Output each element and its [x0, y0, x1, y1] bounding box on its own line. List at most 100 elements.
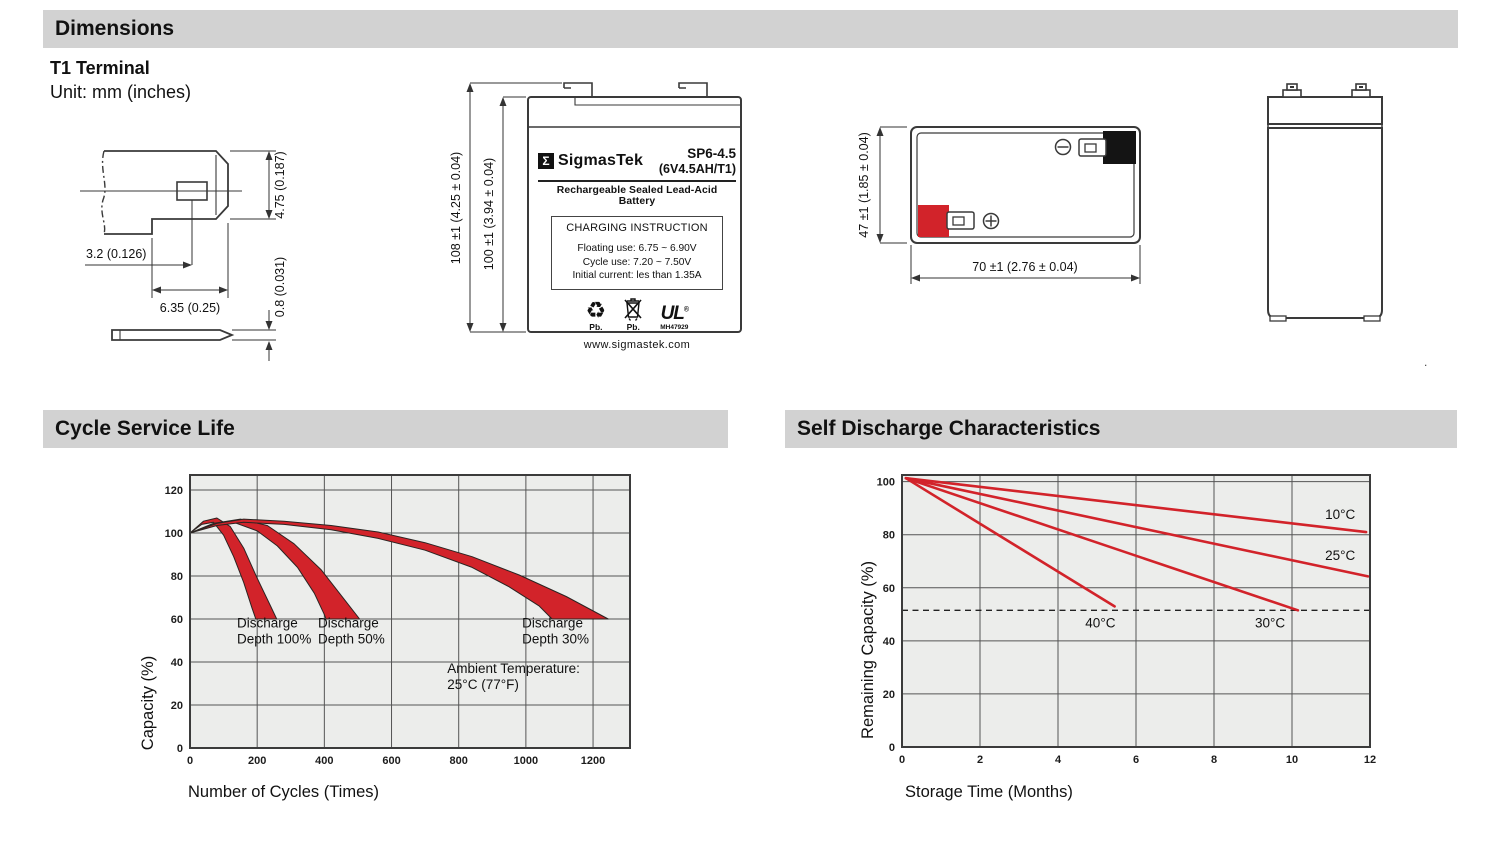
dim-blade-thickness: 0.8 (0.031)	[273, 257, 287, 317]
svg-text:0: 0	[889, 742, 895, 754]
x-axis-title: Storage Time (Months)	[905, 783, 1073, 801]
section-title-dimensions: Dimensions	[55, 17, 175, 40]
y-axis-title: Remaining Capacity (%)	[860, 561, 877, 739]
svg-text:400: 400	[315, 755, 333, 767]
section-header-dimensions: Dimensions	[43, 10, 1458, 48]
series-label: 10°C	[1325, 507, 1355, 522]
annotation: Discharge Depth 100%	[237, 616, 311, 647]
website-url: www.sigmastek.com	[583, 339, 691, 352]
charging-instruction-box: CHARGING INSTRUCTION Floating use: 6.75 …	[551, 215, 723, 291]
svg-text:2: 2	[977, 754, 983, 766]
ul-file-number: MH47929	[660, 323, 689, 331]
dim-case-height: 100 ±1 (3.94 ± 0.04)	[482, 158, 496, 270]
y-axis-title: Capacity (%)	[140, 656, 157, 750]
svg-text:800: 800	[450, 755, 468, 767]
brand-row: Σ SigmasTek SP6-4.5 (6V4.5AH/T1)	[538, 146, 736, 176]
charging-title: CHARGING INSTRUCTION	[566, 221, 708, 234]
side-terminal-right	[1351, 83, 1371, 98]
recycle-icon: ♻	[585, 296, 607, 323]
minus-symbol-icon	[1054, 138, 1072, 156]
svg-text:0: 0	[899, 754, 905, 766]
section-title-cycle-life: Cycle Service Life	[55, 417, 235, 440]
dim-hole-offset: 3.2 (0.126)	[86, 247, 146, 261]
model-number: SP6-4.5	[687, 146, 736, 161]
crossed-bin-icon	[624, 297, 642, 321]
side-view-case	[1267, 83, 1383, 322]
charging-line-current: Initial current: les than 1.35A	[572, 270, 702, 282]
svg-text:20: 20	[883, 689, 895, 701]
annotation: Ambient Temperature: 25°C (77°F)	[447, 661, 580, 692]
battery-type-line: Rechargeable Sealed Lead-Acid Battery	[556, 184, 718, 207]
dim-depth: 47 ±1 (1.85 ± 0.04)	[857, 132, 871, 237]
front-terminal-left	[563, 82, 593, 97]
series-label: 40°C	[1085, 616, 1115, 631]
side-foot-right	[1363, 315, 1381, 322]
battery-side-view	[1267, 83, 1383, 322]
brand-name: SigmasTek	[558, 152, 644, 169]
negative-terminal	[1054, 131, 1136, 164]
annotation: Discharge Depth 50%	[318, 616, 385, 647]
side-foot-left	[1269, 315, 1287, 322]
charging-line-floating: Floating use: 6.75 ~ 6.90V	[577, 242, 697, 254]
svg-text:20: 20	[171, 700, 183, 712]
ul-mark-icon: UL® MH47929	[660, 302, 689, 331]
svg-text:1000: 1000	[514, 755, 538, 767]
band	[189, 518, 609, 620]
top-view-dimension-lines	[876, 126, 1141, 284]
battery-label: Σ SigmasTek SP6-4.5 (6V4.5AH/T1) Recharg…	[538, 146, 736, 351]
discharge-depth-bands	[189, 517, 609, 620]
series-label: 30°C	[1255, 616, 1285, 631]
gridlines	[190, 475, 630, 748]
sigma-glyph: Σ	[542, 154, 550, 168]
svg-text:60: 60	[171, 614, 183, 626]
terminal-type-heading: T1 Terminal	[50, 58, 150, 78]
svg-text:100: 100	[877, 477, 895, 489]
series-line	[904, 476, 1368, 534]
positive-terminal	[918, 205, 1000, 237]
svg-text:8: 8	[1211, 754, 1217, 766]
svg-text:40: 40	[883, 636, 895, 648]
plus-symbol-icon	[982, 212, 1000, 230]
svg-text:6: 6	[1133, 754, 1139, 766]
top-view-case	[910, 126, 1141, 244]
series-line	[904, 476, 1300, 612]
terminal-dimension-lines	[85, 150, 276, 361]
svg-text:100: 100	[165, 528, 183, 540]
dim-width: 70 ±1 (2.76 ± 0.04)	[972, 260, 1077, 274]
tick-labels: 0 20 40 60 80 100 0 2 4 6 8 10 12	[877, 477, 1376, 766]
section-header-self-discharge: Self Discharge Characteristics	[785, 410, 1457, 448]
battery-case	[527, 82, 742, 333]
svg-text:600: 600	[382, 755, 400, 767]
stray-dot: .	[1424, 355, 1428, 369]
battery-front-view: 108 ±1 (4.25 ± 0.04) 100 ±1 (3.94 ± 0.04…	[449, 72, 750, 351]
series-line	[904, 476, 1116, 608]
svg-text:0: 0	[177, 743, 183, 755]
temperature-series	[904, 476, 1370, 612]
label-icons-row: ♻ Pb. Pb. UL® MH	[538, 297, 736, 331]
series-label: 25°C	[1325, 548, 1355, 563]
pb-recycle-icon: ♻ Pb.	[585, 296, 607, 332]
x-axis-title: Number of Cycles (Times)	[188, 783, 379, 801]
svg-text:40: 40	[171, 657, 183, 669]
svg-text:10: 10	[1286, 754, 1298, 766]
pb-no-trash-icon: Pb.	[622, 297, 644, 332]
svg-text:12: 12	[1364, 754, 1376, 766]
battery-front-outline: 108 ±1 (4.25 ± 0.04) 100 ±1 (3.94 ± 0.04…	[449, 82, 742, 333]
front-dimension-lines	[466, 82, 562, 333]
svg-text:4: 4	[1055, 754, 1062, 766]
svg-text:80: 80	[883, 530, 895, 542]
plot-border	[901, 474, 1371, 748]
section-title-self-discharge: Self Discharge Characteristics	[797, 417, 1101, 440]
front-terminal-right	[678, 82, 708, 97]
charging-line-cycle: Cycle use: 7.20 ~ 7.50V	[582, 256, 692, 268]
self-discharge-chart: 0 20 40 60 80 100 0 2 4 6 8 10 12 Storage Time (Month…	[859, 455, 1390, 805]
self_discharge-svg: 0 20 40 60 80 100 0 2 4 6 8 10 12 Storage Time (Month…	[859, 474, 1376, 801]
terminal-detail-drawing: 3.2 (0.126) 6.35 (0.25) 4.75 (0.187) 0.8…	[80, 150, 287, 361]
gridlines	[902, 475, 1370, 747]
model-spec: (6V4.5AH/T1)	[658, 161, 736, 176]
terminal-side-profile	[111, 329, 235, 341]
svg-text:60: 60	[883, 583, 895, 595]
